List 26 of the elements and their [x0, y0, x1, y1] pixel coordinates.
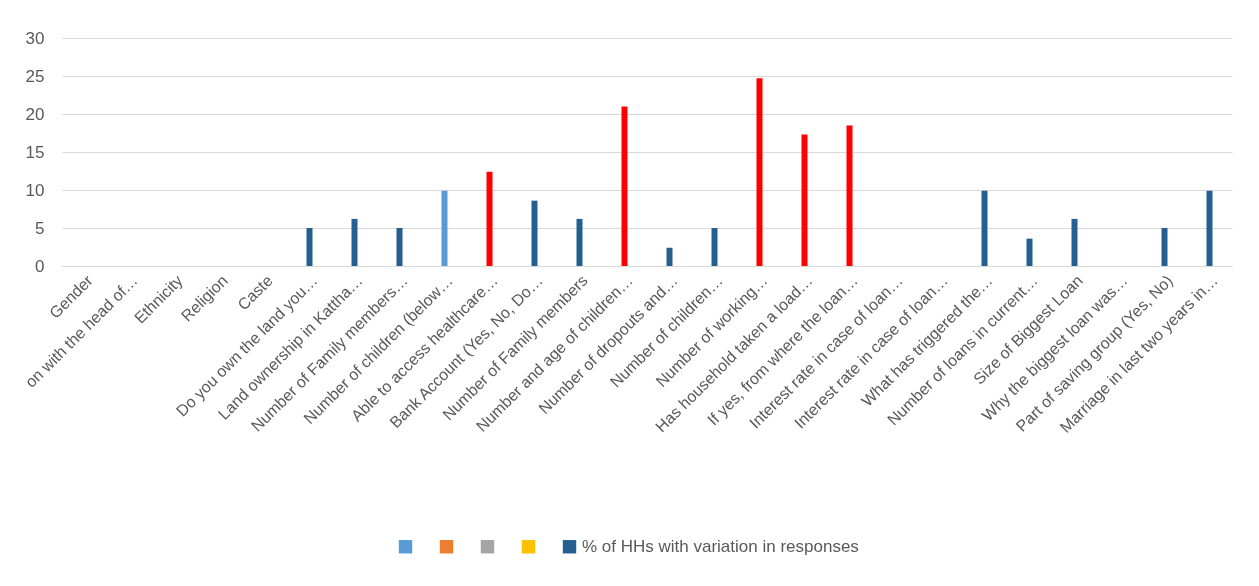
- bar: [396, 228, 403, 266]
- y-tick-label: 30: [25, 28, 45, 48]
- y-tick-label: 15: [25, 142, 45, 162]
- bar: [306, 228, 313, 266]
- bar: [1071, 218, 1078, 266]
- bar: [531, 200, 538, 266]
- y-tick-label: 5: [35, 218, 45, 238]
- legend-label: % of HHs with variation in responses: [582, 536, 859, 556]
- y-tick-label: 10: [25, 180, 45, 200]
- bar: [441, 190, 448, 266]
- bar: [846, 125, 853, 266]
- bar: [351, 218, 358, 266]
- y-tick-label: 0: [35, 256, 45, 276]
- bar: [981, 190, 988, 266]
- bar: [621, 106, 628, 266]
- bar: [1161, 228, 1168, 266]
- bar: [666, 247, 673, 266]
- bar: [576, 218, 583, 266]
- y-tick-label: 20: [25, 104, 45, 124]
- bar: [711, 228, 718, 266]
- bar: [756, 78, 763, 266]
- y-tick-label: 25: [25, 66, 45, 86]
- bar: [801, 134, 808, 266]
- bar: [486, 171, 493, 266]
- bar: [1026, 238, 1033, 266]
- bar: [1206, 190, 1213, 266]
